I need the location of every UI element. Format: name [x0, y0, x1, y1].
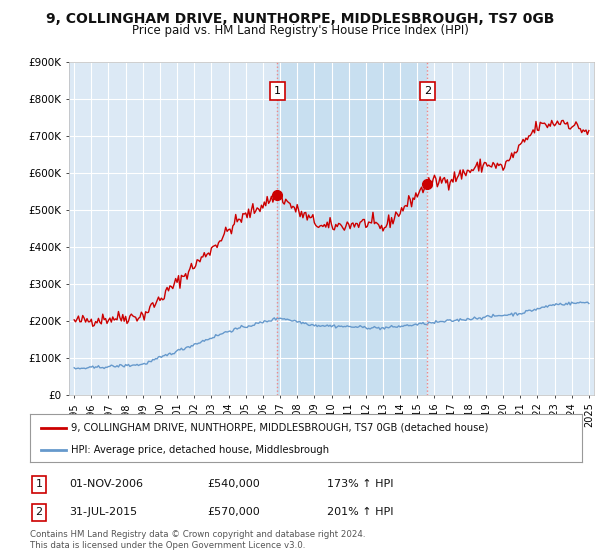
Text: HPI: Average price, detached house, Middlesbrough: HPI: Average price, detached house, Midd…	[71, 445, 329, 455]
Text: 31-JUL-2015: 31-JUL-2015	[69, 507, 137, 517]
Text: This data is licensed under the Open Government Licence v3.0.: This data is licensed under the Open Gov…	[30, 541, 305, 550]
Text: 9, COLLINGHAM DRIVE, NUNTHORPE, MIDDLESBROUGH, TS7 0GB: 9, COLLINGHAM DRIVE, NUNTHORPE, MIDDLESB…	[46, 12, 554, 26]
Text: 173% ↑ HPI: 173% ↑ HPI	[327, 479, 394, 489]
Text: 201% ↑ HPI: 201% ↑ HPI	[327, 507, 394, 517]
Text: 2: 2	[424, 86, 431, 96]
Text: 1: 1	[274, 86, 281, 96]
Bar	[277, 62, 427, 395]
Text: 1: 1	[35, 479, 43, 489]
Text: £570,000: £570,000	[207, 507, 260, 517]
Text: Price paid vs. HM Land Registry's House Price Index (HPI): Price paid vs. HM Land Registry's House …	[131, 24, 469, 36]
Text: Contains HM Land Registry data © Crown copyright and database right 2024.: Contains HM Land Registry data © Crown c…	[30, 530, 365, 539]
Text: 01-NOV-2006: 01-NOV-2006	[69, 479, 143, 489]
Text: 2: 2	[35, 507, 43, 517]
Text: £540,000: £540,000	[207, 479, 260, 489]
Text: 9, COLLINGHAM DRIVE, NUNTHORPE, MIDDLESBROUGH, TS7 0GB (detached house): 9, COLLINGHAM DRIVE, NUNTHORPE, MIDDLESB…	[71, 423, 489, 433]
